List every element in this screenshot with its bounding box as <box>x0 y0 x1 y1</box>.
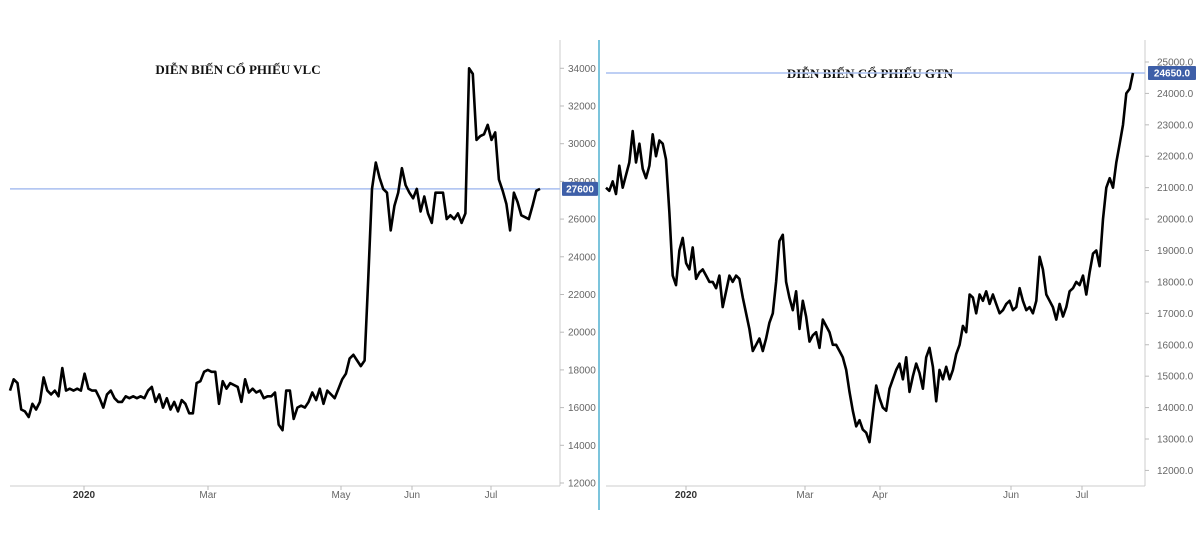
vlc-y-axis: 12000 14000 16000 18000 20000 22000 24000 26000… <box>560 64 596 490</box>
gtn-y-tick-label: 22000.0 <box>1157 152 1194 163</box>
gtn-x-tick-label: Jul <box>1076 490 1089 501</box>
gtn-y-tick-label: 12000.0 <box>1157 466 1194 477</box>
vlc-chart: DIỄN BIẾN CỔ PHIẾU VLC 12000 14000 16000 18… <box>8 40 598 501</box>
gtn-x-tick-label: Mar <box>796 490 814 501</box>
gtn-y-tick-label: 20000.0 <box>1157 215 1194 226</box>
gtn-x-tick-label: Apr <box>872 490 888 501</box>
vlc-current-price-label: 27600 <box>566 184 594 195</box>
gtn-y-tick-label: 18000.0 <box>1157 277 1194 288</box>
vlc-x-tick-label: May <box>332 490 351 501</box>
gtn-y-tick-label: 21000.0 <box>1157 183 1194 194</box>
vlc-y-tick-label: 16000 <box>568 403 596 414</box>
gtn-current-price-label: 24650.0 <box>1154 68 1191 79</box>
gtn-current-price-badge-bg <box>1148 65 1196 80</box>
vlc-chart-title: DIỄN BIẾN CỔ PHIẾU VLC <box>155 62 320 77</box>
gtn-x-tick-label: Jun <box>1003 490 1019 501</box>
gtn-y-axis: 12000.0 13000.0 14000.0 15000.0 16000.0 17000… <box>1145 57 1194 477</box>
gtn-chart: DIỄN BIẾN CỔ PHIẾU GTN 12000.013000.0140… <box>605 40 1196 501</box>
vlc-y-tick-label: 12000 <box>568 479 596 490</box>
gtn-price-series-line <box>605 72 1135 444</box>
vlc-x-tick-label: Mar <box>199 490 217 501</box>
vlc-y-tick-label: 18000 <box>568 365 596 376</box>
gtn-y-tick-label: 14000.0 <box>1157 403 1194 414</box>
vlc-y-tick-label: 24000 <box>568 252 596 263</box>
gtn-current-price-badge: 24650.0 <box>1148 65 1196 80</box>
gtn-y-tick-label: 17000.0 <box>1157 309 1194 320</box>
vlc-y-tick-label: 22000 <box>568 290 596 301</box>
vlc-y-tick-label: 32000 <box>568 101 596 112</box>
vlc-y-tick-label: 20000 <box>568 328 596 339</box>
gtn-x-axis: 2020 Mar Apr Jun Jul <box>675 486 1089 501</box>
vlc-x-axis: 2020 Mar May Jun Jul <box>73 486 498 501</box>
vlc-x-tick-label: 2020 <box>73 490 96 501</box>
vlc-y-tick-label: 30000 <box>568 139 596 150</box>
gtn-y-tick-label: 23000.0 <box>1157 120 1194 131</box>
gtn-x-tick-label: 2020 <box>675 490 698 501</box>
gtn-y-tick-label: 13000.0 <box>1157 435 1194 446</box>
gtn-y-tick-label: 19000.0 <box>1157 246 1194 257</box>
gtn-y-tick-label: 24000.0 <box>1157 89 1194 100</box>
gtn-y-tick-label: 16000.0 <box>1157 340 1194 351</box>
vlc-x-tick-label: Jul <box>485 490 498 501</box>
gtn-y-tick-label: 25000.0 <box>1157 57 1194 68</box>
vlc-x-tick-label: Jun <box>404 490 420 501</box>
vlc-price-series-line <box>8 67 541 432</box>
gtn-plot-area <box>606 40 1145 483</box>
vlc-y-tick-label: 14000 <box>568 441 596 452</box>
vlc-current-price-badge: 27600 <box>562 181 598 196</box>
gtn-y-tick-label: 15000.0 <box>1157 372 1194 383</box>
vlc-y-tick-label: 26000 <box>568 215 596 226</box>
vlc-current-price-badge-bg <box>562 181 598 196</box>
vlc-y-tick-label: 34000 <box>568 64 596 75</box>
